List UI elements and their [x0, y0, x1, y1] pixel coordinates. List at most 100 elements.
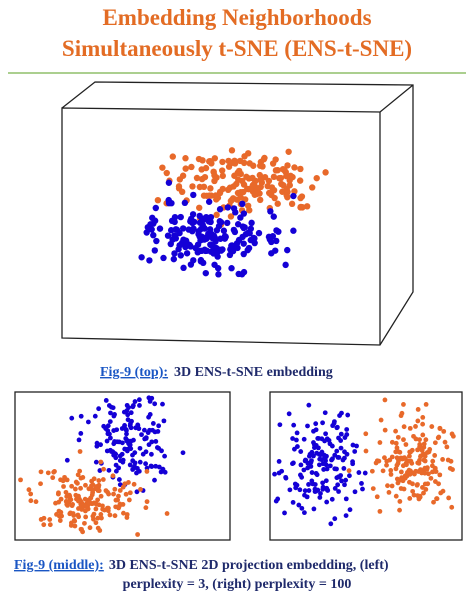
- point: [198, 166, 205, 173]
- point: [139, 432, 144, 438]
- point: [334, 475, 340, 481]
- point: [155, 429, 161, 434]
- point: [206, 157, 214, 165]
- point: [143, 229, 150, 236]
- point: [377, 508, 383, 514]
- point: [164, 511, 170, 516]
- point: [290, 192, 297, 200]
- point: [397, 507, 402, 513]
- point: [188, 163, 195, 171]
- point: [201, 216, 209, 223]
- point: [248, 219, 255, 227]
- point: [338, 445, 344, 451]
- point: [176, 176, 184, 183]
- point: [407, 496, 413, 501]
- point: [282, 261, 289, 269]
- point: [409, 460, 415, 466]
- point: [310, 481, 316, 487]
- point: [122, 481, 128, 487]
- point: [235, 167, 243, 175]
- point: [131, 481, 137, 487]
- point: [93, 459, 99, 465]
- point: [429, 424, 435, 429]
- point: [276, 459, 282, 464]
- panel-left: [14, 391, 231, 541]
- point: [159, 448, 164, 454]
- point: [124, 428, 129, 433]
- point: [231, 160, 239, 167]
- point: [150, 421, 156, 426]
- point: [290, 500, 296, 505]
- point: [51, 469, 57, 475]
- point: [319, 436, 325, 442]
- point: [94, 443, 100, 449]
- point: [103, 426, 109, 431]
- point: [428, 475, 434, 481]
- point: [411, 492, 417, 498]
- point: [394, 476, 400, 482]
- point: [69, 503, 75, 509]
- point: [210, 250, 217, 257]
- point: [345, 412, 351, 418]
- point: [339, 478, 344, 484]
- point: [397, 499, 403, 504]
- point: [313, 427, 319, 433]
- point: [152, 477, 157, 483]
- point: [165, 179, 173, 186]
- point: [246, 160, 253, 167]
- point: [347, 507, 353, 513]
- point: [68, 497, 74, 503]
- point: [159, 164, 166, 171]
- point: [298, 462, 304, 468]
- point: [354, 443, 359, 449]
- point: [112, 412, 117, 417]
- cube: [61, 81, 414, 346]
- point: [343, 513, 349, 519]
- point: [444, 444, 450, 450]
- point: [160, 401, 165, 407]
- point: [76, 493, 81, 499]
- point: [82, 496, 88, 502]
- point: [338, 473, 344, 478]
- point: [410, 488, 416, 494]
- point: [132, 450, 138, 456]
- point: [422, 465, 428, 471]
- point: [267, 208, 274, 215]
- point: [386, 490, 392, 495]
- point: [180, 450, 186, 456]
- point: [219, 158, 226, 166]
- point: [287, 487, 293, 493]
- point: [96, 478, 102, 483]
- point: [108, 449, 114, 454]
- point: [77, 468, 83, 474]
- point: [146, 395, 152, 401]
- point: [441, 428, 447, 434]
- point: [302, 492, 307, 498]
- point: [203, 235, 210, 242]
- point: [266, 236, 274, 243]
- point: [99, 515, 104, 521]
- point: [292, 446, 297, 452]
- point: [275, 228, 282, 235]
- point: [265, 177, 273, 185]
- point: [108, 410, 113, 416]
- point: [395, 434, 401, 440]
- point: [301, 467, 307, 473]
- point: [288, 200, 296, 208]
- point: [382, 455, 387, 461]
- point: [91, 511, 97, 517]
- point: [433, 479, 438, 484]
- point: [207, 241, 215, 249]
- point: [149, 214, 156, 222]
- point: [201, 225, 208, 232]
- point: [298, 472, 303, 478]
- point: [95, 497, 101, 503]
- point: [284, 162, 291, 169]
- point: [313, 174, 320, 182]
- point: [147, 427, 152, 433]
- point: [234, 221, 242, 228]
- point: [297, 165, 304, 173]
- point: [160, 254, 167, 262]
- point: [240, 250, 247, 258]
- point: [101, 466, 106, 472]
